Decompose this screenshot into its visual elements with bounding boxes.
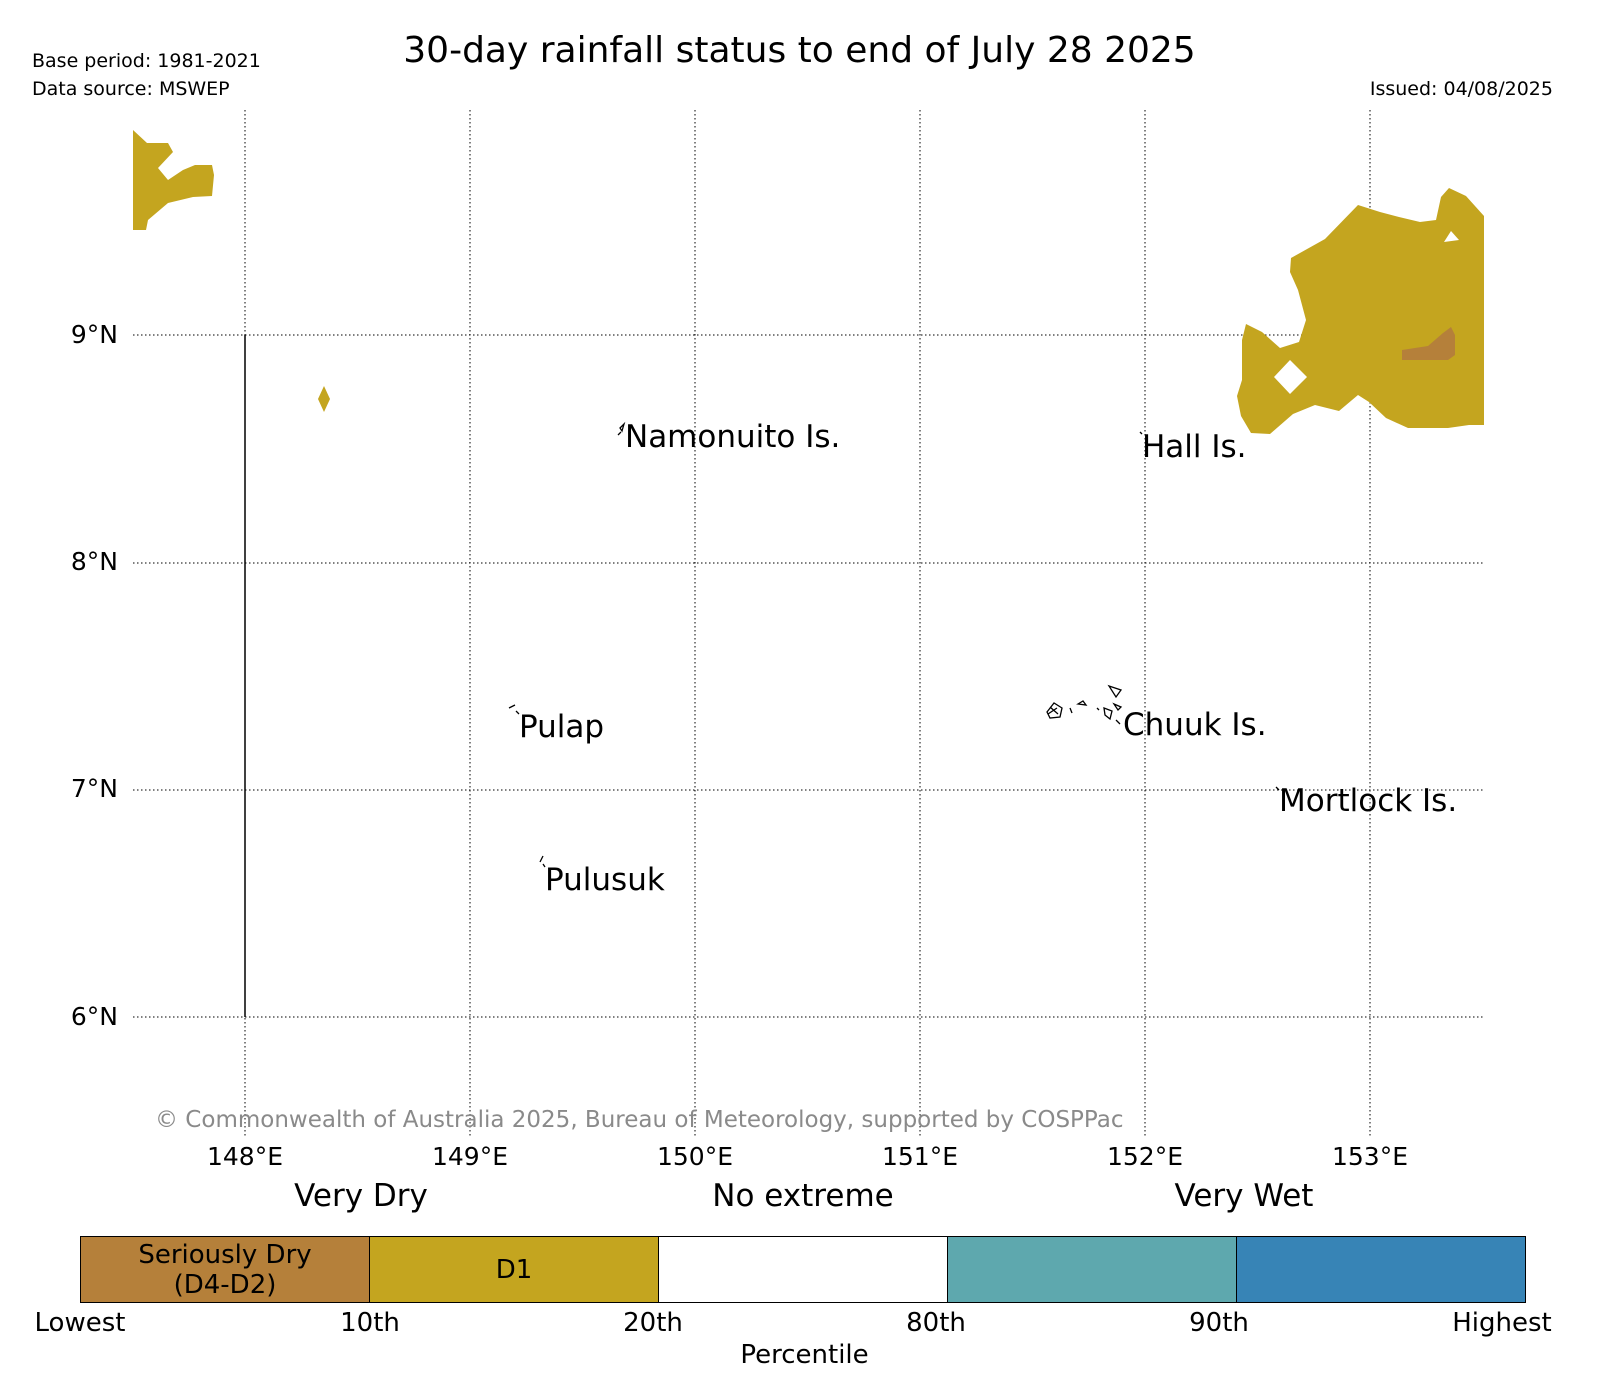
legend-tick-20th: 20th: [623, 1308, 683, 1338]
lon-label-149e: 149°E: [431, 1142, 508, 1171]
lat-label-9n: 9°N: [70, 320, 118, 349]
legend-segment-label: Seriously Dry: [138, 1239, 312, 1270]
lon-label-148e: 148°E: [206, 1142, 283, 1171]
legend-segment-very-wet: [1237, 1237, 1525, 1302]
copyright-notice: © Commonwealth of Australia 2025, Bureau…: [155, 1107, 1124, 1133]
legend-segment-label: D1: [495, 1254, 533, 1285]
legend-category-no-extreme: No extreme: [712, 1178, 894, 1214]
legend-segment-d1: D1: [370, 1237, 659, 1302]
place-label-chuuk: Chuuk Is.: [1123, 707, 1267, 743]
legend-tick-lowest: Lowest: [34, 1308, 126, 1338]
seriously-dry-patch: [1402, 327, 1455, 360]
namonuito-island-outline: [617, 421, 626, 436]
graticule: [133, 110, 1484, 1136]
legend-axis-label: Percentile: [740, 1340, 869, 1370]
dry-area-northeast: [1237, 188, 1484, 434]
legend-segment-seriously-dry: Seriously Dry (D4-D2): [81, 1237, 370, 1302]
legend-segment-no-extreme: [659, 1237, 948, 1302]
place-label-namonuito: Namonuito Is.: [625, 419, 841, 455]
place-label-hall: Hall Is.: [1142, 429, 1247, 465]
mortlock-island-outline: [1275, 786, 1280, 791]
legend-category-very-dry: Very Dry: [294, 1178, 428, 1214]
lon-label-150e: 150°E: [656, 1142, 733, 1171]
base-period: Base period: 1981-2021: [32, 50, 261, 72]
place-label-pulap: Pulap: [519, 709, 605, 745]
map-title: 30-day rainfall status to end of July 28…: [403, 30, 1196, 71]
dry-area-small: [318, 386, 330, 412]
hall-island-outline: [1139, 431, 1143, 435]
dry-area-northwest: [133, 130, 214, 230]
lat-label-7n: 7°N: [70, 774, 118, 803]
legend-colorbar: Seriously Dry (D4-D2) D1: [80, 1236, 1526, 1303]
lat-label-8n: 8°N: [70, 547, 118, 576]
legend-tick-90th: 90th: [1189, 1308, 1249, 1338]
pulap-island-outline: [508, 704, 520, 715]
place-label-pulusuk: Pulusuk: [545, 862, 665, 898]
legend-tick-10th: 10th: [340, 1308, 400, 1338]
island-outlines: [508, 421, 1280, 868]
data-source: Data source: MSWEP: [32, 78, 230, 100]
legend-segment-wet: [948, 1237, 1237, 1302]
lon-label-152e: 152°E: [1106, 1142, 1183, 1171]
pulusuk-island-outline: [539, 855, 546, 868]
issued-date: Issued: 04/08/2025: [1369, 78, 1553, 100]
legend-segment-sublabel: (D4-D2): [173, 1269, 277, 1300]
chuuk-island-outline: [1046, 684, 1123, 725]
legend-tick-80th: 80th: [906, 1308, 966, 1338]
place-label-mortlock: Mortlock Is.: [1279, 783, 1458, 819]
legend-category-very-wet: Very Wet: [1174, 1178, 1314, 1214]
legend-tick-highest: Highest: [1452, 1308, 1552, 1338]
lat-label-6n: 6°N: [70, 1002, 118, 1031]
lon-label-153e: 153°E: [1331, 1142, 1408, 1171]
lon-label-151e: 151°E: [881, 1142, 958, 1171]
